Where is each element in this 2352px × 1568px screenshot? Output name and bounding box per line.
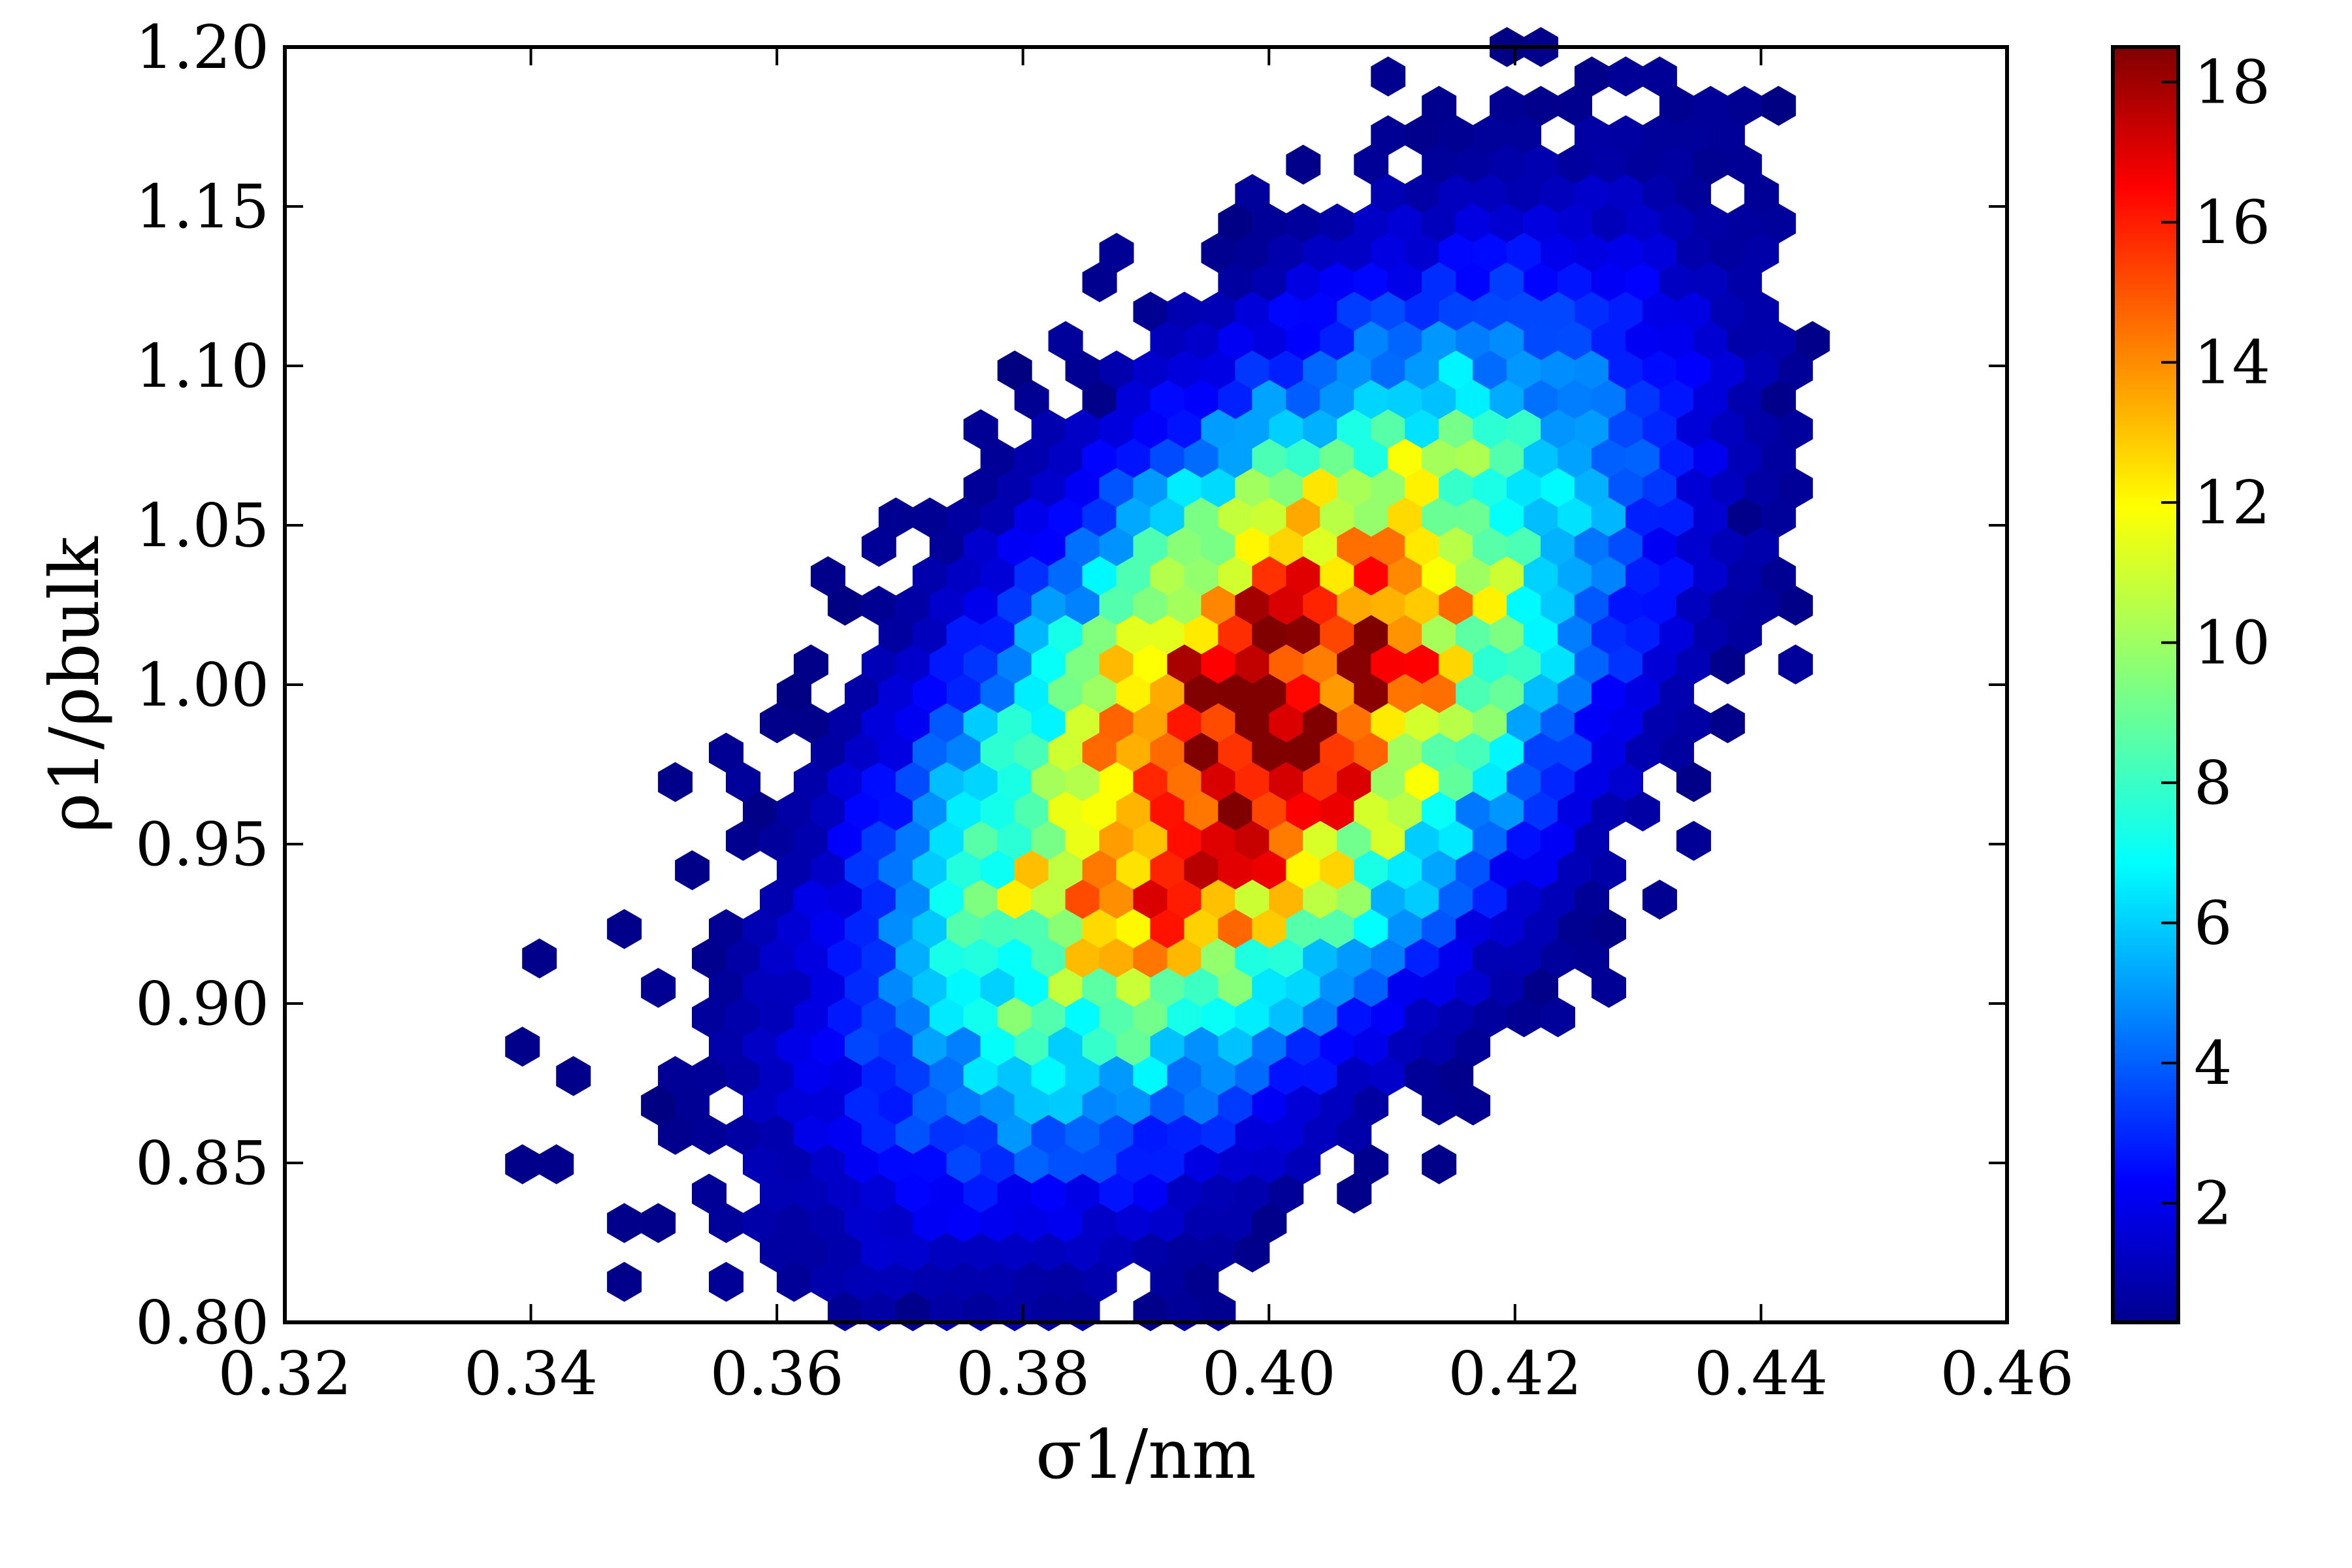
hexbin-cell xyxy=(1676,821,1711,861)
hexbin-cell xyxy=(1778,585,1813,626)
y-tick-label: 1.15 xyxy=(135,172,269,242)
y-tick-label: 1.00 xyxy=(135,650,269,720)
colorbar-ticks: 2 4 6 8 10 12 14 16 18 xyxy=(2161,48,2270,1239)
hexbin-cell xyxy=(1592,968,1626,1008)
colorbar-tick-label: 18 xyxy=(2194,48,2270,118)
hexbin-cells xyxy=(505,27,1830,1331)
hexbin-cell xyxy=(1252,1203,1287,1243)
hexbin-cell xyxy=(1795,321,1830,361)
x-tick-label: 0.44 xyxy=(1694,1339,1828,1409)
hexbin-cell xyxy=(1456,1085,1491,1126)
hexbin-cell xyxy=(1710,703,1745,743)
colorbar-tick-label: 8 xyxy=(2194,748,2232,818)
y-tick-label: 0.80 xyxy=(135,1288,269,1358)
hexbin-cell xyxy=(1337,1173,1372,1214)
x-axis-label: σ1/nm xyxy=(1036,1414,1256,1494)
x-axis: 0.32 0.34 0.36 0.38 0.40 0.42 0.44 0.46 xyxy=(218,47,2074,1409)
colorbar-gradient xyxy=(2111,45,2180,1324)
hexbin-cell xyxy=(607,1203,642,1243)
colorbar-tick-label: 10 xyxy=(2194,608,2270,678)
y-axis: 0.80 0.85 0.90 0.95 1.00 1.05 1.10 1.15 1.20 xyxy=(135,12,2007,1358)
hexbin-cell xyxy=(556,1056,591,1096)
hexbin-cell xyxy=(675,850,710,890)
y-tick-label: 1.20 xyxy=(135,12,269,82)
hexbin-cell xyxy=(1371,56,1406,97)
colorbar-tick-label: 4 xyxy=(2194,1028,2232,1098)
y-tick-label: 0.90 xyxy=(135,969,269,1039)
hexbin-cell xyxy=(1524,968,1559,1008)
hexbin-cell xyxy=(539,1144,574,1184)
hexbin-cell xyxy=(641,1203,676,1243)
plot-area: 0.32 0.34 0.36 0.38 0.40 0.42 0.44 0.46 0.800.8… xyxy=(135,12,2074,1409)
hexbin-cell xyxy=(641,968,676,1008)
hexbin-cell xyxy=(607,1262,642,1302)
hexbin-cell xyxy=(1676,762,1711,802)
hexbin-cell xyxy=(522,938,557,979)
hexbin-cell xyxy=(658,762,693,802)
hexbin-cell xyxy=(1710,644,1745,685)
x-tick-label: 0.42 xyxy=(1448,1339,1582,1409)
hexbin-cell xyxy=(861,527,896,567)
hexbin-cell xyxy=(1575,56,1609,97)
y-tick-label: 1.10 xyxy=(135,331,269,401)
x-tick-label: 0.32 xyxy=(218,1339,352,1409)
hexbin-cell xyxy=(1761,86,1796,126)
hexbin-cell xyxy=(709,1262,743,1302)
hexbin-cell xyxy=(1778,644,1813,685)
hexbin-cell xyxy=(1642,879,1677,920)
hexbin-cell xyxy=(1609,56,1643,97)
hexbin-cell xyxy=(607,909,642,949)
x-tick-label: 0.34 xyxy=(464,1339,598,1409)
colorbar: 2 4 6 8 10 12 14 16 18 xyxy=(2111,45,2270,1324)
colorbar-tick-label: 2 xyxy=(2194,1169,2232,1239)
x-tick-label: 0.46 xyxy=(1940,1339,2074,1409)
y-tick-label: 0.95 xyxy=(135,809,269,879)
hexbin-cell xyxy=(505,1144,540,1184)
y-tick-label: 0.85 xyxy=(135,1128,269,1198)
hexbin-cell xyxy=(1625,791,1660,832)
x-tick-label: 0.36 xyxy=(710,1339,844,1409)
colorbar-tick-label: 12 xyxy=(2194,468,2270,538)
hexbin-cell xyxy=(1422,1144,1457,1184)
hexbin-cell xyxy=(810,556,845,596)
x-tick-label: 0.38 xyxy=(956,1339,1090,1409)
colorbar-tick-label: 14 xyxy=(2194,328,2270,398)
hexbin-cell xyxy=(1286,144,1321,185)
hexbin-cell xyxy=(505,1026,540,1067)
colorbar-tick-label: 16 xyxy=(2194,188,2270,257)
hexbin-cell xyxy=(1082,262,1117,302)
y-axis-label: ρ1/ρbulk xyxy=(35,536,114,832)
x-tick-label: 0.40 xyxy=(1202,1339,1336,1409)
colorbar-tick-label: 6 xyxy=(2194,889,2232,958)
y-tick-label: 1.05 xyxy=(135,491,269,561)
hexbin-cell xyxy=(793,703,828,743)
